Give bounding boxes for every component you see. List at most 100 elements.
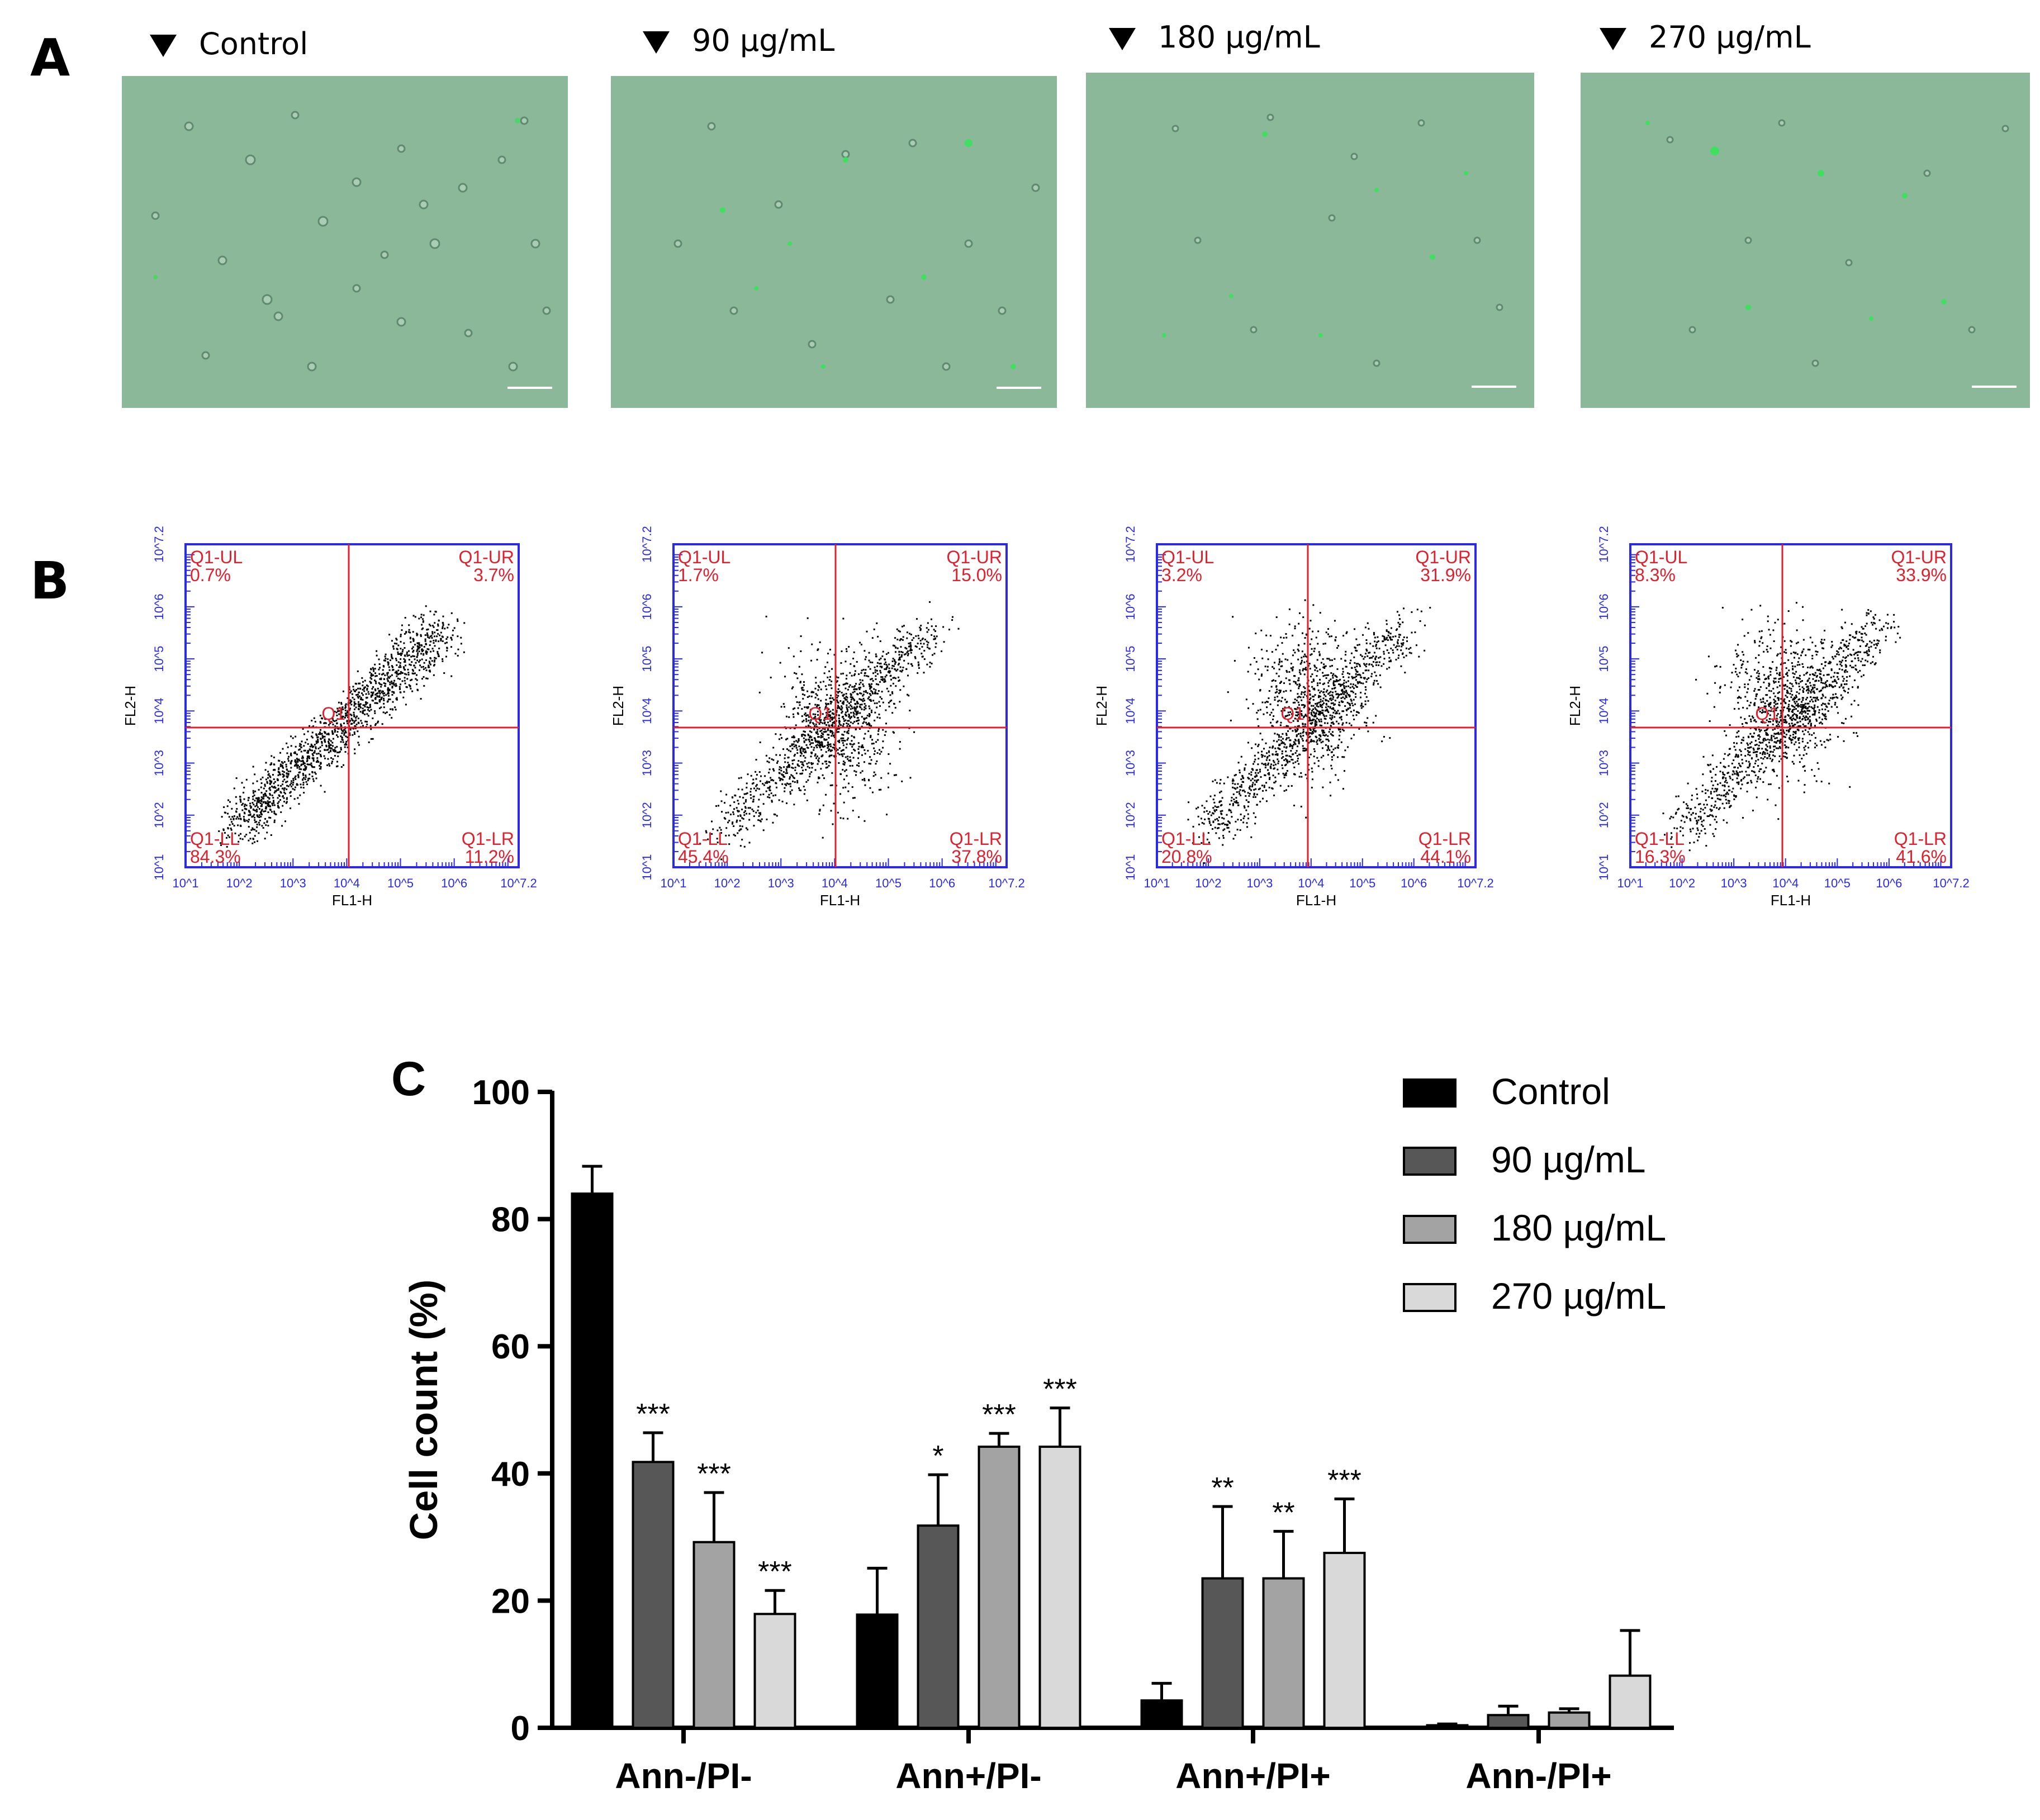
- flow-y-axis-label: FL2-H: [610, 686, 627, 726]
- flow-x-tick-label: 10^7.2: [1933, 876, 1969, 890]
- flow-plot-frame: [1629, 543, 1952, 868]
- bar-3-3: [1609, 1674, 1652, 1729]
- flow-x-tick-label: 10^4: [334, 876, 360, 890]
- flow-plot-1: 10^1 10^1 10^2 10^2 10^3 10^3 10^4 10^4 10^5 10^5…: [610, 526, 1025, 905]
- micrograph-cells-270: [1645, 119, 2017, 388]
- bar-1-1: [917, 1524, 960, 1729]
- flow-x-tick-label: 10^6: [1401, 876, 1427, 890]
- flow-y-tick-label: 10^2: [1123, 802, 1137, 828]
- flow-plot-3: 10^1 10^1 10^2 10^2 10^3 10^3 10^4 10^4 10^5 10^5…: [1567, 526, 1970, 905]
- quadrant-ul-value: 0.7%: [190, 565, 231, 585]
- micrograph-label-text: 180 µg/mL: [1158, 20, 1320, 55]
- flow-scatter-points: [218, 605, 466, 848]
- bar-0-0: [571, 1192, 614, 1729]
- quadrant-ul-name: Q1-UL: [678, 547, 730, 567]
- x-tick-label: Ann-/PI+: [1465, 1756, 1611, 1796]
- x-tick-label: Ann-/PI-: [615, 1756, 752, 1796]
- flow-y-tick-label: 10^4: [1597, 698, 1611, 724]
- flow-y-tick-label: 10^4: [1123, 698, 1137, 724]
- flow-x-tick-label: 10^4: [822, 876, 848, 890]
- micrograph-cells-control: [151, 111, 552, 389]
- micrograph-control: [122, 76, 568, 408]
- significance-label: ***: [982, 1399, 1016, 1431]
- flow-plot-2: 10^1 10^1 10^2 10^2 10^3 10^3 10^4 10^4 10^5 10^5…: [1093, 526, 1494, 905]
- y-tick-label: 80: [491, 1201, 530, 1239]
- quadrant-lr-name: Q1-LR: [1894, 829, 1947, 849]
- quadrant-ul-value: 1.7%: [678, 565, 719, 585]
- quadrant-ur-name: Q1-UR: [1415, 547, 1471, 567]
- flow-y-axis-label: FL2-H: [1093, 686, 1110, 726]
- quadrant-ur-value: 33.9%: [1896, 565, 1947, 585]
- micrograph-label-control: Control: [150, 29, 308, 59]
- legend-label: 180 µg/mL: [1491, 1207, 1666, 1248]
- panel-b-letter: B: [30, 551, 70, 611]
- legend-swatch: [1403, 1283, 1457, 1312]
- flow-x-tick-label: 10^2: [1669, 876, 1695, 890]
- flow-y-tick-label: 10^7.2: [640, 526, 654, 562]
- bar-2-3: [1323, 1552, 1366, 1729]
- flow-x-tick-label: 10^4: [1298, 876, 1324, 890]
- micrograph-label-90: 90 µg/mL: [643, 26, 834, 56]
- quadrant-ur-value: 15.0%: [951, 565, 1002, 585]
- micrograph-cells-90: [673, 122, 1041, 389]
- flow-x-tick-label: 10^6: [441, 876, 467, 890]
- micrograph-label-270: 270 µg/mL: [1600, 22, 1811, 53]
- legend-swatch: [1403, 1078, 1457, 1108]
- flow-y-axis-label: FL2-H: [122, 686, 139, 726]
- flow-y-tick-label: 10^1: [1597, 854, 1611, 880]
- flow-x-tick-label: 10^6: [929, 876, 955, 890]
- flow-x-axis-label: FL1-H: [1771, 892, 1811, 905]
- flow-axis-ticks: [1630, 554, 1942, 868]
- significance-label: ***: [636, 1398, 670, 1431]
- micrograph-label-text: Control: [199, 26, 309, 61]
- bar-3-1: [1487, 1714, 1530, 1729]
- quadrant-ur-value: 3.7%: [473, 565, 514, 585]
- flow-x-tick-label: 10^5: [387, 876, 414, 890]
- flow-x-axis-label: FL1-H: [1296, 892, 1336, 905]
- significance-label: *: [932, 1440, 943, 1472]
- flow-x-axis-label: FL1-H: [820, 892, 860, 905]
- flow-y-tick-label: 10^4: [640, 698, 654, 724]
- flow-x-tick-label: 10^5: [1824, 876, 1851, 890]
- bar-3-2: [1548, 1711, 1591, 1729]
- flow-x-tick-label: 10^2: [1195, 876, 1221, 890]
- flow-y-tick-label: 10^5: [1123, 646, 1137, 672]
- flow-plot-0: 10^1 10^1 10^2 10^2 10^3 10^3 10^4 10^4 10^5 10^5…: [122, 526, 537, 905]
- flow-y-tick-label: 10^6: [152, 593, 166, 620]
- legend-swatch: [1403, 1147, 1457, 1176]
- flow-axis-ticks: [673, 554, 997, 868]
- significance-label: ***: [1043, 1374, 1077, 1406]
- flow-x-tick-label: 10^1: [172, 876, 198, 890]
- quadrant-lr-name: Q1-LR: [1418, 829, 1471, 849]
- bar-1-3: [1038, 1446, 1081, 1729]
- quadrant-center-name: Q1: [321, 704, 345, 724]
- flow-plot-frame: [184, 543, 520, 868]
- flow-y-tick-label: 10^1: [152, 854, 166, 880]
- quadrant-ll-value: 16.3%: [1635, 847, 1686, 867]
- flow-x-tick-label: 10^5: [875, 876, 902, 890]
- micrograph-270: [1581, 73, 2030, 408]
- flow-axis-ticks: [185, 554, 509, 868]
- quadrant-lr-value: 11.2%: [465, 847, 514, 867]
- flow-x-tick-label: 10^6: [1876, 876, 1902, 890]
- bar-3-0: [1426, 1724, 1469, 1729]
- quadrant-ul-name: Q1-UL: [1161, 547, 1214, 567]
- flow-x-tick-label: 10^7.2: [988, 876, 1024, 890]
- flow-y-tick-label: 10^7.2: [1597, 526, 1611, 562]
- quadrant-center-name: Q1: [1280, 704, 1304, 724]
- flow-y-tick-label: 10^4: [152, 698, 166, 724]
- flow-x-tick-label: 10^3: [768, 876, 794, 890]
- significance-label: **: [1211, 1472, 1234, 1504]
- significance-label: ***: [1327, 1464, 1361, 1496]
- panel-c-letter: C: [391, 1052, 426, 1106]
- legend-swatch: [1403, 1215, 1457, 1244]
- legend-label: 270 µg/mL: [1491, 1275, 1666, 1317]
- legend-label: 90 µg/mL: [1491, 1139, 1646, 1180]
- flow-y-tick-label: 10^6: [1123, 593, 1137, 620]
- micrograph-label-text: 90 µg/mL: [692, 23, 835, 58]
- flow-x-tick-label: 10^1: [1617, 876, 1643, 890]
- significance-label: ***: [697, 1458, 731, 1490]
- x-tick-label: Ann+/PI+: [1175, 1756, 1330, 1796]
- flow-x-axis-label: FL1-H: [332, 892, 372, 905]
- bar-chart: C Cell count (%) Control 90 µg/mL 180 µg/m…: [391, 1052, 1674, 1796]
